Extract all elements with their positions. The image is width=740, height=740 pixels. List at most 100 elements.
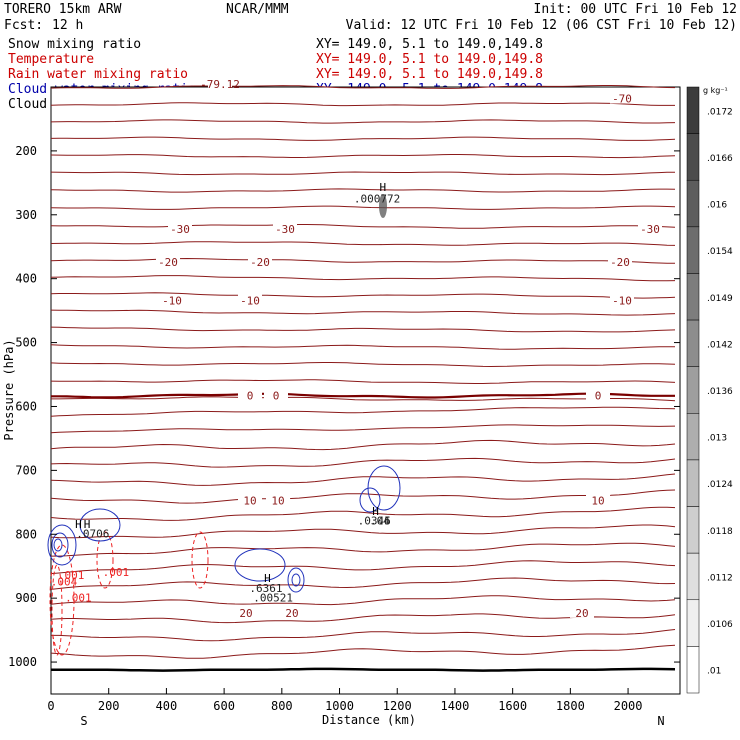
isotherm-line: [50, 241, 676, 246]
label-bg: [610, 294, 634, 306]
isotherm-line: [50, 119, 676, 124]
isotherm-line: [50, 136, 676, 141]
colorbar-tick-label: .0106: [707, 620, 733, 630]
colorbar-swatch: [686, 179, 700, 228]
isotherm-line: [50, 489, 676, 504]
isotherm-label: 0: [247, 390, 254, 403]
cloud-water-contour: [51, 532, 69, 558]
x-tick-label: 1200: [383, 699, 412, 713]
isotherm-line: [50, 85, 676, 89]
contour-annotation: .00521: [253, 591, 293, 604]
y-tick-label: 1000: [8, 655, 37, 669]
cloud-water-contour: [291, 573, 301, 587]
isotherm-label: -30: [275, 223, 295, 236]
isotherm-line: [50, 362, 676, 368]
valid-time: Valid: 12 UTC Fri 10 Feb 12 (06 CST Fri …: [346, 18, 737, 33]
isotherm-label: -30: [640, 223, 660, 236]
isotherm-line: [50, 506, 676, 521]
isotherm-label: 10: [591, 494, 604, 507]
label-bg: [238, 389, 262, 401]
snow-maximum-shading: [379, 194, 387, 218]
label-bg: [156, 256, 180, 268]
colorbar-unit: g kg⁻¹: [703, 86, 728, 95]
isotherm-label: 20: [575, 607, 588, 620]
cloud-water-contour: [359, 487, 381, 513]
isotherm-line: [50, 326, 676, 333]
south-label: S: [80, 714, 87, 728]
colorbar-tick-label: .0149: [707, 294, 733, 304]
y-tick-label: 300: [15, 208, 37, 222]
isotherm-label: 20: [239, 607, 252, 620]
isotherm-line: [51, 629, 676, 642]
isotherm-label: 10: [271, 494, 284, 507]
cloud-water-contour: [79, 508, 121, 542]
label-bg: [208, 77, 232, 89]
isotherm-line: [50, 473, 676, 486]
label-bg: [608, 256, 632, 268]
field-name: Temperature: [8, 52, 94, 67]
isotherm-label: -20: [250, 256, 270, 269]
temperature-contours: [50, 85, 676, 659]
isotherm-line: [50, 424, 676, 434]
contour-annotation: .5: [378, 515, 391, 528]
rain-contour: [49, 544, 75, 656]
contour-labels: -79.12 -70 -30 -30 -30 -20 -20 -20 -10 -10 -10 0 0 0 1…: [51, 77, 662, 620]
isotherm-label: -79.12: [200, 78, 240, 91]
isotherm-label: 20: [285, 607, 298, 620]
isotherm-line: [50, 224, 676, 229]
label-bg: [570, 606, 594, 618]
isotherm-line: [50, 379, 676, 384]
north-label: N: [657, 714, 664, 728]
label-bg: [266, 494, 290, 506]
rain-contour: [51, 564, 63, 656]
isotherm-line: [50, 439, 676, 451]
x-tick-label: 2000: [614, 699, 643, 713]
plot-header: TORERO 15km ARW NCAR/MMM Init: 00 UTC Fr…: [4, 2, 737, 33]
label-bg: [238, 294, 262, 306]
field-xy: XY= 149.0, 5.1 to 149.0,149.8: [316, 52, 543, 67]
y-tick-label: 500: [15, 336, 37, 350]
forecast-value: 12 h: [52, 18, 83, 33]
isotherm-line: [51, 542, 676, 557]
contour-annotation: .004: [51, 575, 78, 588]
init-time: Init: 00 UTC Fri 10 Feb 12: [534, 2, 738, 17]
contour-annotation: H: [264, 572, 271, 585]
isotherm-line: [50, 644, 676, 659]
isotherm-label: -70: [612, 93, 632, 106]
colorbar-tick-label: .0118: [707, 527, 733, 537]
isotherm-line: [50, 292, 676, 299]
colorbar-tick-label: .0136: [707, 387, 733, 397]
isotherm-line: [50, 309, 676, 316]
label-bg: [264, 389, 288, 401]
colorbar-tick-label: .016: [707, 201, 727, 211]
field-name: Snow mixing ratio: [8, 37, 141, 52]
colorbar-swatch: [686, 226, 700, 274]
contour-annotation: H: [84, 518, 91, 531]
model-title: TORERO 15km ARW: [4, 2, 122, 17]
contour-annotation: .001: [103, 566, 130, 579]
plot-frame: [50, 86, 681, 695]
y-axis-label: Pressure (hPa): [2, 339, 16, 440]
x-tick-label: 1600: [498, 699, 527, 713]
cloud-water-contour: [234, 548, 286, 582]
isotherm-line: [50, 457, 676, 468]
y-tick-label: 400: [15, 272, 37, 286]
x-tick-label: 0: [47, 699, 54, 713]
label-bg: [160, 294, 184, 306]
x-tick-label: 400: [156, 699, 178, 713]
colorbar-swatch: [686, 459, 700, 507]
contour-annotation: .04: [370, 515, 390, 528]
colorbar-swatch: [686, 273, 700, 321]
label-bg: [280, 606, 304, 618]
x-tick-label: 1000: [325, 699, 354, 713]
isotherm-line: [50, 344, 676, 350]
plot-area: -79.12 -70 -30 -30 -30 -20 -20 -20 -10 -10 -10 0 0 0 1…: [47, 77, 681, 695]
colorbar-swatch: [686, 646, 700, 694]
label-bg: [234, 606, 258, 618]
isotherm-line: [50, 577, 676, 590]
isotherm-label: -10: [240, 294, 260, 307]
isotherm-label: -30: [170, 223, 190, 236]
isotherm-label: 0: [273, 390, 280, 403]
isotherm-line: [50, 171, 676, 176]
